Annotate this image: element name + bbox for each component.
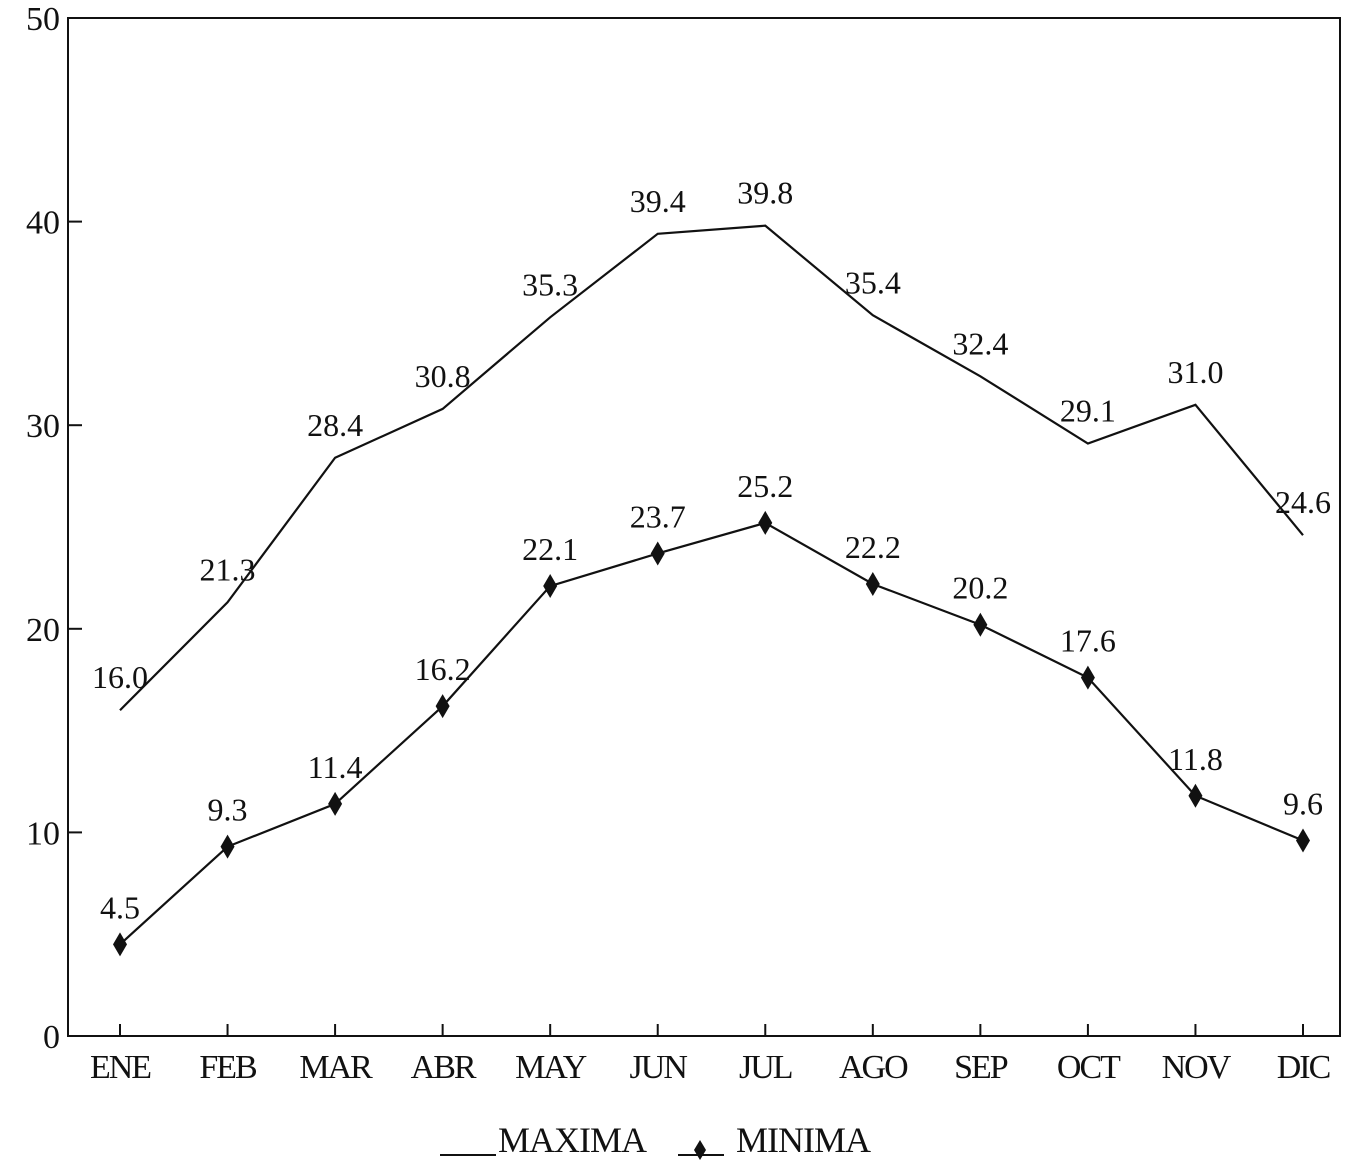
plot-border	[67, 17, 1341, 1037]
y-tick-label: 50	[26, 1, 60, 38]
data-label: 39.8	[737, 175, 793, 211]
y-tick-label: 10	[26, 815, 60, 852]
x-tick-label-jun: JUN	[630, 1049, 688, 1086]
data-label: 16.2	[415, 651, 471, 687]
series-minima: 4.5 9.3 11.4 16.2 22.1 23.7 25.2 22.2 20.2 17.6 11…	[100, 468, 1323, 957]
data-label: 11.4	[308, 749, 363, 785]
data-point-marker	[973, 612, 988, 637]
data-label: 17.6	[1060, 623, 1116, 659]
data-label: 24.6	[1275, 484, 1331, 520]
data-point-marker	[435, 694, 450, 719]
x-tick-label-mar: MAR	[299, 1049, 373, 1086]
legend-label-maxima: MAXIMA	[498, 1120, 647, 1160]
data-point-marker	[650, 541, 665, 566]
x-tick-label-ene: ENE	[90, 1049, 151, 1086]
y-tick-label: 20	[26, 612, 60, 649]
data-label: 35.3	[522, 266, 578, 302]
y-axis: 0 10 20 30 40 50	[26, 1, 82, 1056]
data-label: 4.5	[100, 889, 140, 925]
data-point-marker	[1188, 783, 1203, 808]
data-label: 22.1	[522, 531, 578, 567]
data-label: 35.4	[845, 264, 901, 300]
data-label: 31.0	[1167, 354, 1223, 390]
data-point-marker	[113, 932, 127, 957]
series-line-maxima	[119, 224, 1304, 712]
data-label: 11.8	[1168, 741, 1223, 777]
x-tick-label-abr: ABR	[411, 1049, 477, 1086]
data-label: 9.3	[208, 792, 248, 828]
data-point-marker	[220, 834, 235, 859]
data-label: 22.2	[845, 529, 901, 565]
legend: MAXIMA MINIMA	[440, 1120, 872, 1160]
data-label: 29.1	[1060, 393, 1116, 429]
data-point-marker	[865, 572, 880, 597]
series-maxima: 16.0 21.3 28.4 30.8 35.3 39.4 39.8 35.4 32.4 29.1…	[92, 175, 1331, 712]
legend-diamond-swatch	[694, 1140, 706, 1160]
data-label: 23.7	[630, 498, 686, 534]
data-point-marker	[1296, 828, 1310, 853]
data-label: 16.0	[92, 659, 148, 695]
data-point-marker	[328, 791, 343, 816]
data-label: 39.4	[630, 183, 686, 219]
legend-label-minima: MINIMA	[736, 1120, 871, 1160]
x-tick-label-may: MAY	[515, 1049, 587, 1086]
data-label: 21.3	[200, 551, 256, 587]
x-tick-label-oct: OCT	[1057, 1049, 1121, 1086]
x-tick-label-feb: FEB	[199, 1049, 257, 1086]
x-tick-label-sep: SEP	[954, 1049, 1008, 1086]
data-label: 20.2	[952, 570, 1008, 606]
x-tick-label-dic: DIC	[1277, 1049, 1330, 1086]
data-label: 25.2	[737, 468, 793, 504]
plot-frame	[67, 17, 1341, 1037]
data-label: 9.6	[1283, 786, 1323, 822]
x-tick-label-nov: NOV	[1162, 1049, 1232, 1086]
data-point-marker	[543, 574, 558, 599]
y-tick-label: 40	[26, 205, 60, 242]
data-label: 30.8	[415, 358, 471, 394]
x-axis: ENE FEB MAR ABR MAY JUN JUL AGO SEP OCT NOV DIC	[90, 1024, 1332, 1086]
data-label: 32.4	[952, 325, 1008, 361]
data-label: 28.4	[307, 407, 363, 443]
data-point-marker	[1080, 665, 1095, 690]
series-line-minima	[119, 521, 1304, 946]
x-tick-label-jul: JUL	[739, 1049, 792, 1086]
y-tick-label: 30	[26, 408, 60, 445]
y-tick-label: 0	[43, 1019, 60, 1056]
data-point-marker	[758, 510, 773, 535]
series-layer: 16.0 21.3 28.4 30.8 35.3 39.4 39.8 35.4 32.4 29.1…	[92, 175, 1331, 957]
x-tick-label-ago: AGO	[839, 1049, 908, 1086]
